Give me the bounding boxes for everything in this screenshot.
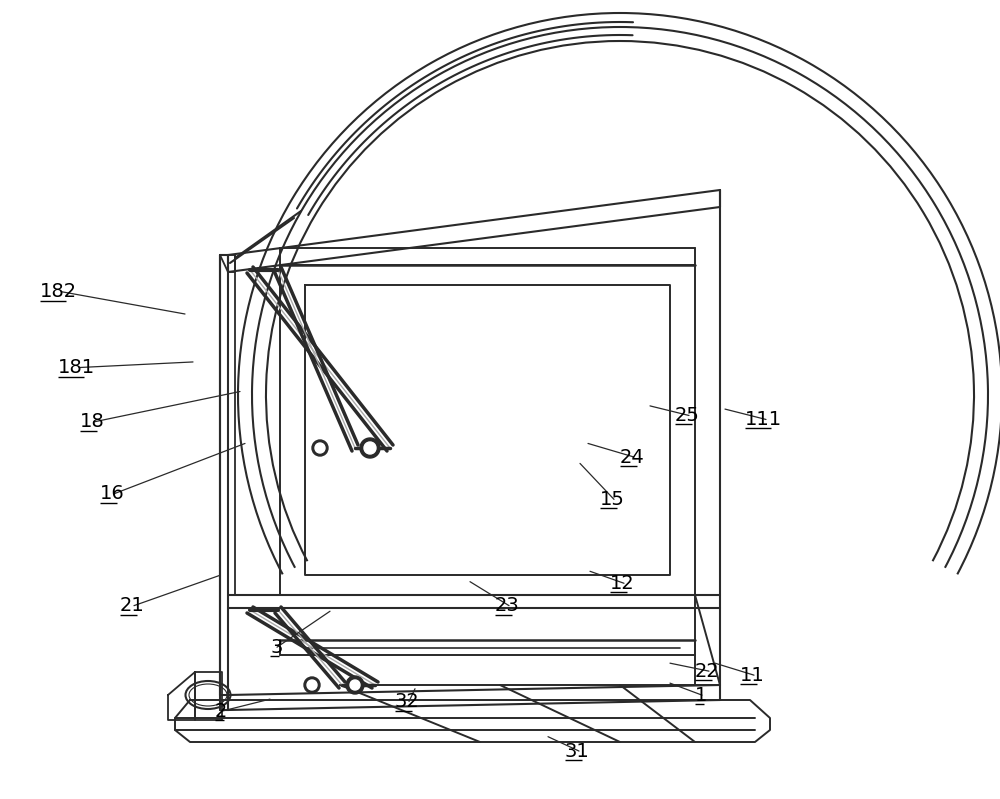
Text: 2: 2 xyxy=(215,702,227,721)
Text: 1: 1 xyxy=(695,686,707,705)
Text: 12: 12 xyxy=(610,574,635,593)
Text: 111: 111 xyxy=(745,410,782,429)
Circle shape xyxy=(315,443,325,453)
Text: 25: 25 xyxy=(675,406,700,425)
Text: 181: 181 xyxy=(58,358,95,377)
Text: 11: 11 xyxy=(740,666,765,685)
Text: 18: 18 xyxy=(80,412,105,431)
Text: 16: 16 xyxy=(100,484,125,503)
Circle shape xyxy=(304,677,320,693)
Text: 21: 21 xyxy=(120,596,145,615)
Text: 31: 31 xyxy=(565,741,590,761)
Circle shape xyxy=(350,680,360,690)
Circle shape xyxy=(364,442,376,454)
Text: 23: 23 xyxy=(495,596,520,615)
Text: 32: 32 xyxy=(395,692,420,711)
Circle shape xyxy=(346,676,364,694)
Text: 22: 22 xyxy=(695,662,720,681)
Circle shape xyxy=(312,440,328,456)
Text: 3: 3 xyxy=(270,638,282,657)
Text: 24: 24 xyxy=(620,447,645,467)
Circle shape xyxy=(360,438,380,458)
Text: 15: 15 xyxy=(600,490,625,509)
Circle shape xyxy=(307,680,317,690)
Text: 182: 182 xyxy=(40,282,77,301)
